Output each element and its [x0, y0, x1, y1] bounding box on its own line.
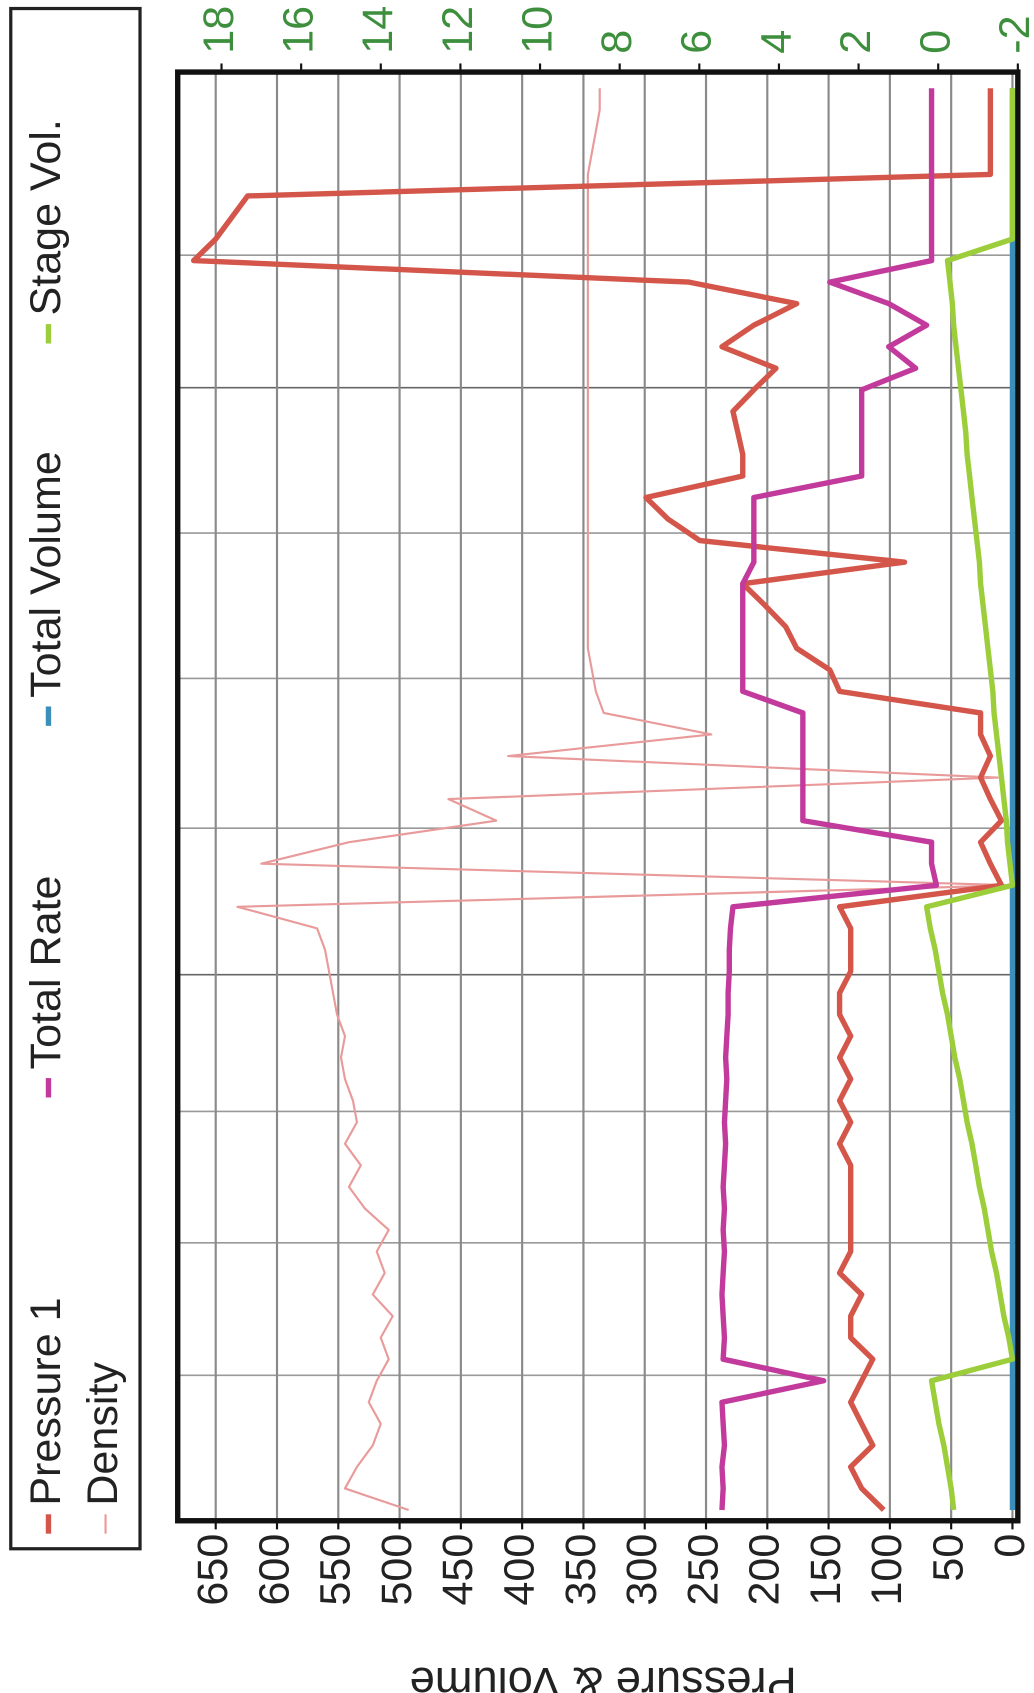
- legend-label: Density: [79, 1362, 127, 1506]
- y2-tick-label: 8: [593, 30, 641, 54]
- y-tick-label: 200: [741, 1534, 789, 1606]
- y2-tick-label: -2: [991, 15, 1034, 53]
- y2-tick-label: 4: [752, 30, 800, 54]
- y-tick-label: 450: [434, 1534, 482, 1606]
- y-tick-label: 100: [863, 1534, 911, 1606]
- y-tick-label: 0: [986, 1534, 1034, 1558]
- y2-tick-label: 14: [354, 6, 402, 54]
- series-line: [923, 88, 1016, 1511]
- y-tick-label: 650: [189, 1534, 237, 1606]
- y-tick-label: 400: [496, 1534, 544, 1606]
- y-tick-label: 300: [618, 1534, 666, 1606]
- y-tick-label: 550: [312, 1534, 360, 1606]
- plot-frame: [175, 69, 1021, 1524]
- time-grid: [177, 254, 1018, 1377]
- y-tick-label: 600: [250, 1534, 298, 1606]
- y2-tick-label: 2: [832, 30, 880, 54]
- labels: 050100150200250300350400450500550600650-…: [22, 6, 1034, 1606]
- y2-tick-label: 12: [434, 6, 482, 54]
- y2-tick-label: 0: [912, 30, 960, 54]
- legend-label: Total Volume: [22, 451, 70, 698]
- series-line: [719, 88, 940, 1511]
- series-line: [190, 88, 1005, 1512]
- legend-label: Total Rate: [22, 875, 70, 1069]
- y2-tick-label: 18: [195, 6, 243, 54]
- legend-label: Stage Vol.: [22, 119, 70, 315]
- y2-tick-label: 10: [513, 6, 561, 54]
- plot-lines: [190, 88, 1016, 1512]
- legend-label: Pressure 1: [22, 1297, 70, 1505]
- grid: [214, 63, 1019, 1530]
- y-tick-label: 150: [802, 1534, 850, 1606]
- y2-tick-label: 16: [275, 6, 323, 54]
- y2-tick-label: 6: [673, 30, 721, 54]
- y-tick-label: 50: [925, 1534, 973, 1582]
- y-tick-label: 250: [679, 1534, 727, 1606]
- y-axis-label: Pressure & Volume: [410, 1658, 797, 1693]
- series-line: [236, 88, 1015, 1512]
- y-tick-label: 350: [557, 1534, 605, 1606]
- y-tick-label: 500: [373, 1534, 421, 1606]
- legend-box: [9, 6, 142, 1551]
